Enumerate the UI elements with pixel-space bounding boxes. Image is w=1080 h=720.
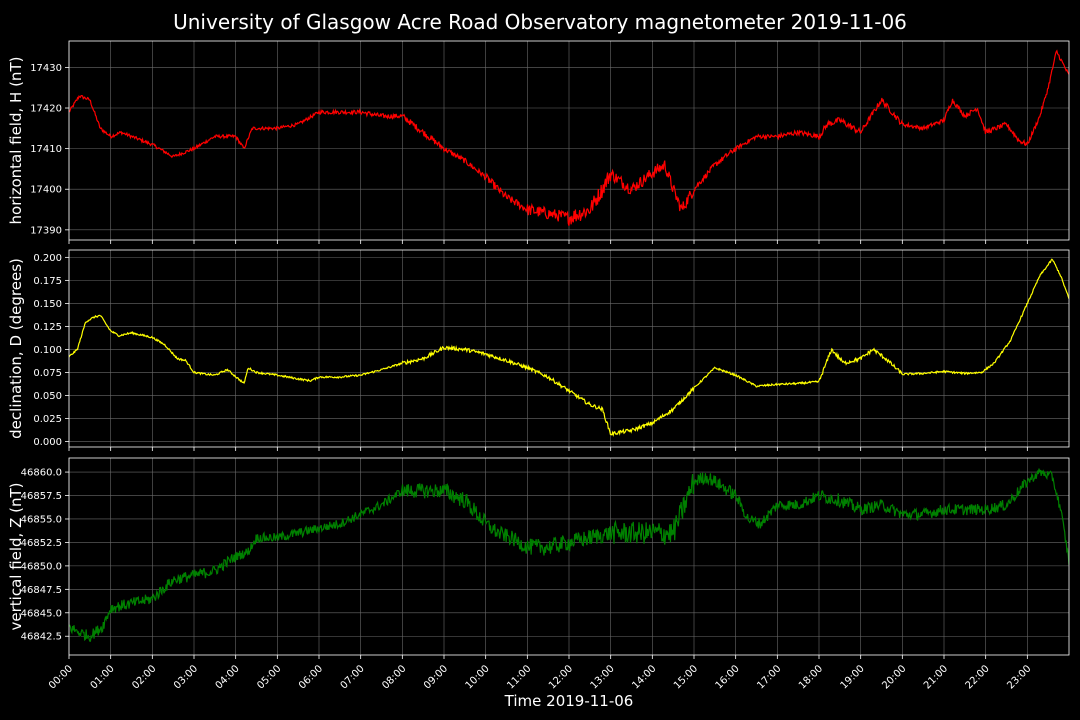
axes-frame <box>68 249 1070 448</box>
x-tick-label: 13:00 <box>589 663 617 691</box>
x-tick-label: 19:00 <box>839 663 867 691</box>
x-tick-label: 09:00 <box>422 663 450 691</box>
declination-y-tick-label: 0.050 <box>33 391 62 402</box>
x-axis-label: Time 2019-11-06 <box>504 692 634 710</box>
panel-horizontal: 17390 17400 17410 17420 17430 horizontal fiel… <box>7 40 1070 244</box>
vertical-y-tick-label: 46850.0 <box>21 561 62 572</box>
x-tick-label: 21:00 <box>922 663 950 691</box>
declination-series-line <box>69 258 1069 438</box>
vertical-y-tick-label: 46847.5 <box>21 585 62 596</box>
x-tick-label: 06:00 <box>297 663 325 691</box>
chart-panels: 17390 17400 17410 17420 17430 horizontal fiel… <box>7 40 1070 692</box>
horizontal-y-tick-label: 17390 <box>30 225 62 236</box>
vertical-series-line <box>69 468 1069 642</box>
horizontal-y-tick-label: 17400 <box>30 185 62 196</box>
x-tick-label: 11:00 <box>505 663 533 691</box>
vertical-y-tick-label: 46860.0 <box>21 468 62 479</box>
x-tick-label: 01:00 <box>89 663 117 691</box>
vertical-y-tick-label: 46845.0 <box>21 608 62 619</box>
x-tick-label: 03:00 <box>172 663 200 691</box>
declination-y-tick-label: 0.150 <box>33 299 62 310</box>
x-tick-label: 04:00 <box>214 663 242 691</box>
x-tick-label: 14:00 <box>630 663 658 691</box>
x-tick-label: 18:00 <box>797 663 825 691</box>
vertical-y-tick-label: 46855.0 <box>21 514 62 525</box>
horizontal-y-axis-label: horizontal field, H (nT) <box>7 57 25 225</box>
chart-title: University of Glasgow Acre Road Observat… <box>173 10 907 34</box>
declination-y-tick-label: 0.125 <box>33 322 62 333</box>
declination-y-tick-label: 0.200 <box>33 253 62 264</box>
axes-frame <box>68 457 1070 656</box>
axes-frame <box>68 40 1070 241</box>
x-tick-label: 07:00 <box>339 663 367 691</box>
panel-declination: 0.000 0.025 0.050 0.075 0.100 0.125 0.150 0.175… <box>7 249 1070 451</box>
vertical-y-tick-label: 46857.5 <box>21 491 62 502</box>
declination-y-axis-label: declination, D (degrees) <box>7 258 25 439</box>
horizontal-y-tick-label: 17420 <box>30 104 62 115</box>
declination-y-tick-label: 0.000 <box>33 437 62 448</box>
horizontal-y-tick-label: 17430 <box>30 63 62 74</box>
x-tick-label: 05:00 <box>255 663 283 691</box>
horizontal-y-tick-label: 17410 <box>30 144 62 155</box>
vertical-y-tick-label: 46842.5 <box>21 632 62 643</box>
declination-y-tick-label: 0.025 <box>33 414 62 425</box>
declination-y-tick-label: 0.100 <box>33 345 62 356</box>
x-tick-label: 08:00 <box>380 663 408 691</box>
x-tick-label: 00:00 <box>47 663 75 691</box>
declination-y-tick-label: 0.175 <box>33 276 62 287</box>
panel-vertical: 46842.5 46845.0 46847.5 46850.0 46852.5 46855… <box>7 457 1070 659</box>
x-tick-label: 02:00 <box>130 663 158 691</box>
x-tick-label: 17:00 <box>755 663 783 691</box>
x-tick-label: 23:00 <box>1005 663 1033 691</box>
x-tick-label: 22:00 <box>964 663 992 691</box>
horizontal-series-line <box>69 49 1069 226</box>
x-tick-label: 10:00 <box>464 663 492 691</box>
x-tick-label: 15:00 <box>672 663 700 691</box>
declination-y-tick-label: 0.075 <box>33 368 62 379</box>
vertical-y-axis-label: vertical field, Z (nT) <box>7 482 25 630</box>
x-tick-label: 16:00 <box>714 663 742 691</box>
vertical-y-tick-label: 46852.5 <box>21 538 62 549</box>
x-tick-label: 20:00 <box>880 663 908 691</box>
x-tick-label: 12:00 <box>547 663 575 691</box>
